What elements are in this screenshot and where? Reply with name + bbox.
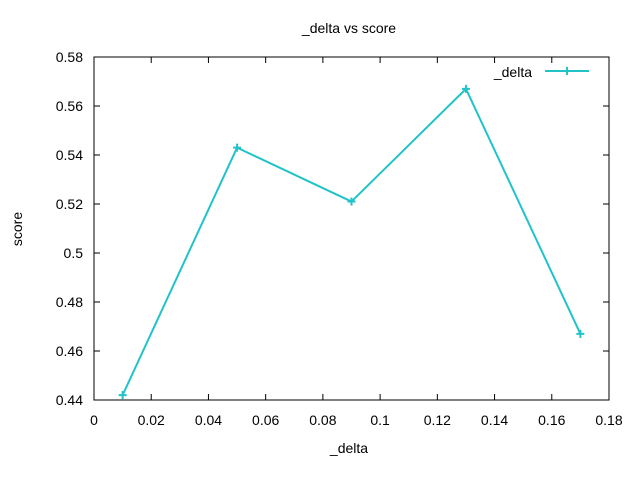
x-tick-label: 0.16 xyxy=(538,412,565,428)
data-point-marker xyxy=(576,329,585,338)
x-tick-label: 0.02 xyxy=(138,412,165,428)
legend-label: _delta xyxy=(493,64,532,80)
x-tick-label: 0.06 xyxy=(252,412,279,428)
chart-title: _delta vs score xyxy=(301,20,396,36)
y-tick-label: 0.48 xyxy=(56,294,83,310)
data-point-marker xyxy=(233,143,242,152)
y-tick-label: 0.46 xyxy=(56,343,83,359)
x-tick-label: 0.14 xyxy=(481,412,508,428)
y-axis: 0.44 0.46 0.48 0.5 0.52 0.54 0.56 0.58 xyxy=(56,49,609,408)
y-tick-label: 0.44 xyxy=(56,392,83,408)
x-axis-label: _delta xyxy=(329,440,368,456)
legend: _delta xyxy=(493,64,589,80)
x-axis: 0 0.02 0.04 0.06 0.08 0.1 0.12 0.14 0.16 0.18 xyxy=(90,57,623,428)
y-tick-label: 0.52 xyxy=(56,196,83,212)
x-tick-label: 0.04 xyxy=(195,412,222,428)
x-tick-label: 0.18 xyxy=(595,412,622,428)
y-axis-label: score xyxy=(9,212,25,246)
series-layer xyxy=(118,84,585,400)
data-point-marker xyxy=(347,197,356,206)
data-point-marker xyxy=(461,84,470,93)
series-line xyxy=(121,87,582,396)
x-tick-label: 0 xyxy=(90,412,98,428)
y-tick-label: 0.58 xyxy=(56,49,83,65)
data-point-marker xyxy=(118,391,127,400)
x-tick-label: 0.12 xyxy=(424,412,451,428)
plot-frame xyxy=(93,56,610,401)
y-tick-label: 0.54 xyxy=(56,147,83,163)
y-tick-label: 0.5 xyxy=(64,245,84,261)
x-tick-label: 0.08 xyxy=(309,412,336,428)
y-tick-label: 0.56 xyxy=(56,98,83,114)
legend-marker xyxy=(563,67,571,75)
x-tick-label: 0.1 xyxy=(370,412,390,428)
